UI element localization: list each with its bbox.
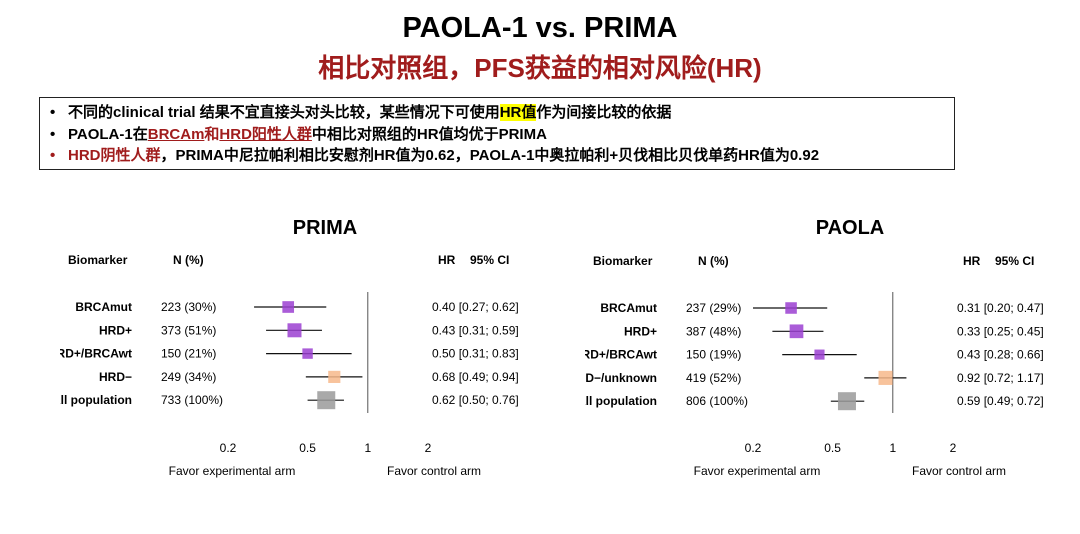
bullet-text-segment: 作为间接比较的依据 — [536, 104, 672, 121]
bullet-dot: • — [50, 104, 56, 121]
row-label: BRCAmut — [600, 301, 657, 315]
row-hr-ci: 0.40 [0.27; 0.62] — [432, 300, 519, 314]
bullet-text-segment: HRD阳性人群 — [219, 125, 312, 143]
bullet-dot: • — [50, 147, 56, 164]
favor-right-label: Favor control arm — [912, 464, 1006, 478]
row-hr-ci: 0.92 [0.72; 1.17] — [957, 371, 1044, 385]
col-header-hr: HR — [438, 253, 456, 267]
row-n: 150 (19%) — [686, 348, 741, 362]
row-n: 387 (48%) — [686, 324, 741, 338]
row-n: 237 (29%) — [686, 301, 741, 315]
row-hr-ci: 0.62 [0.50; 0.76] — [432, 393, 519, 407]
bullet-text-segment: 和 — [204, 125, 220, 143]
row-label: HRD+/BRCAwt — [585, 348, 657, 362]
row-hr-ci: 0.33 [0.25; 0.45] — [957, 324, 1044, 338]
bullet-text-segment: HRD阴性人群 — [68, 147, 161, 164]
hr-point — [814, 349, 825, 360]
bullet-text-segment: BRCAm — [147, 125, 205, 143]
row-n: 373 (51%) — [161, 323, 216, 337]
row-n: 733 (100%) — [161, 393, 223, 407]
row-n: 249 (34%) — [161, 370, 216, 384]
col-header-ci: 95% CI — [470, 253, 509, 267]
col-header-ci: 95% CI — [995, 254, 1034, 268]
row-label: HRD− — [99, 370, 132, 384]
bullet-item-2: • PAOLA-1在BRCAm和HRD阳性人群中相比对照组的HR值均优于PRIMA — [50, 124, 944, 146]
hr-point — [789, 324, 804, 339]
hr-point — [317, 391, 336, 410]
favor-left-label: Favor experimental arm — [694, 464, 821, 478]
row-n: 806 (100%) — [686, 394, 748, 408]
col-header-n: N (%) — [173, 253, 204, 267]
row-n: 223 (30%) — [161, 300, 216, 314]
bullet-text-segment: PAOLA-1在 — [68, 125, 148, 143]
bullet-item-1: • 不同的clinical trial 结果不宜直接头对头比较，某些情况下可使用H… — [50, 102, 944, 124]
bullet-text-segment: 中相比对照组的HR值均优于PRIMA — [311, 125, 547, 143]
row-hr-ci: 0.59 [0.49; 0.72] — [957, 394, 1044, 408]
row-label: HRD+/BRCAwt — [60, 347, 132, 361]
row-hr-ci: 0.68 [0.49; 0.94] — [432, 370, 519, 384]
row-n: 150 (21%) — [161, 347, 216, 361]
bullet-dot: • — [50, 125, 56, 143]
bullet-text-segment: 不同的clinical trial 结果不宜直接头对头比较，某些情况下可使用 — [68, 104, 500, 121]
forest-title: PRIMA — [293, 217, 357, 239]
x-tick-label: 2 — [425, 441, 432, 455]
bullet-text-segment: ，PRIMA中尼拉帕利相比安慰剂HR值为0.62，PAOLA-1中奥拉帕利+贝伐… — [160, 147, 820, 164]
row-hr-ci: 0.43 [0.31; 0.59] — [432, 323, 519, 337]
x-tick-label: 1 — [364, 441, 371, 455]
row-label: All population — [585, 394, 657, 408]
hr-point — [878, 370, 893, 385]
prima-forest-plot: PRIMA Biomarker N (%) HR 95% CI BRCAmut 223 (3… — [60, 217, 519, 478]
row-hr-ci: 0.43 [0.28; 0.66] — [957, 348, 1044, 362]
forest-title: PAOLA — [816, 217, 885, 239]
row-label: HRD+ — [624, 324, 657, 338]
col-header-biomarker: Biomarker — [68, 253, 128, 267]
favor-right-label: Favor control arm — [387, 464, 481, 478]
row-n: 419 (52%) — [686, 371, 741, 385]
row-hr-ci: 0.31 [0.20; 0.47] — [957, 301, 1044, 315]
row-label: BRCAmut — [75, 300, 132, 314]
hr-point — [785, 302, 797, 314]
hr-point — [328, 370, 341, 383]
row-label: HRD−/unknown — [585, 371, 657, 385]
x-tick-label: 0.2 — [745, 441, 762, 455]
page-subtitle: 相比对照组，PFS获益的相对风险(HR) — [318, 53, 762, 83]
x-tick-label: 0.5 — [824, 441, 841, 455]
row-label: HRD+ — [99, 323, 132, 337]
hr-point — [837, 392, 856, 411]
col-header-biomarker: Biomarker — [593, 254, 653, 268]
bullet-text-segment: HR值 — [499, 104, 537, 121]
row-hr-ci: 0.50 [0.31; 0.83] — [432, 347, 519, 361]
x-tick-label: 1 — [889, 441, 896, 455]
col-header-hr: HR — [963, 254, 981, 268]
hr-point — [282, 301, 295, 313]
x-tick-label: 0.2 — [220, 441, 237, 455]
x-tick-label: 2 — [950, 441, 957, 455]
row-label: All population — [60, 393, 132, 407]
col-header-n: N (%) — [698, 254, 729, 268]
page-title: PAOLA-1 vs. PRIMA — [402, 12, 678, 44]
bullet-box: • 不同的clinical trial 结果不宜直接头对头比较，某些情况下可使用H… — [39, 97, 955, 170]
hr-point — [302, 348, 313, 359]
bullet-item-3: • HRD阴性人群，PRIMA中尼拉帕利相比安慰剂HR值为0.62，PAOLA-1… — [50, 145, 944, 167]
x-tick-label: 0.5 — [299, 441, 316, 455]
favor-left-label: Favor experimental arm — [169, 464, 296, 478]
hr-point — [287, 323, 302, 338]
paola-forest-plot: PAOLA Biomarker N (%) HR 95% CI BRCAmut 237 (2… — [585, 217, 1044, 478]
